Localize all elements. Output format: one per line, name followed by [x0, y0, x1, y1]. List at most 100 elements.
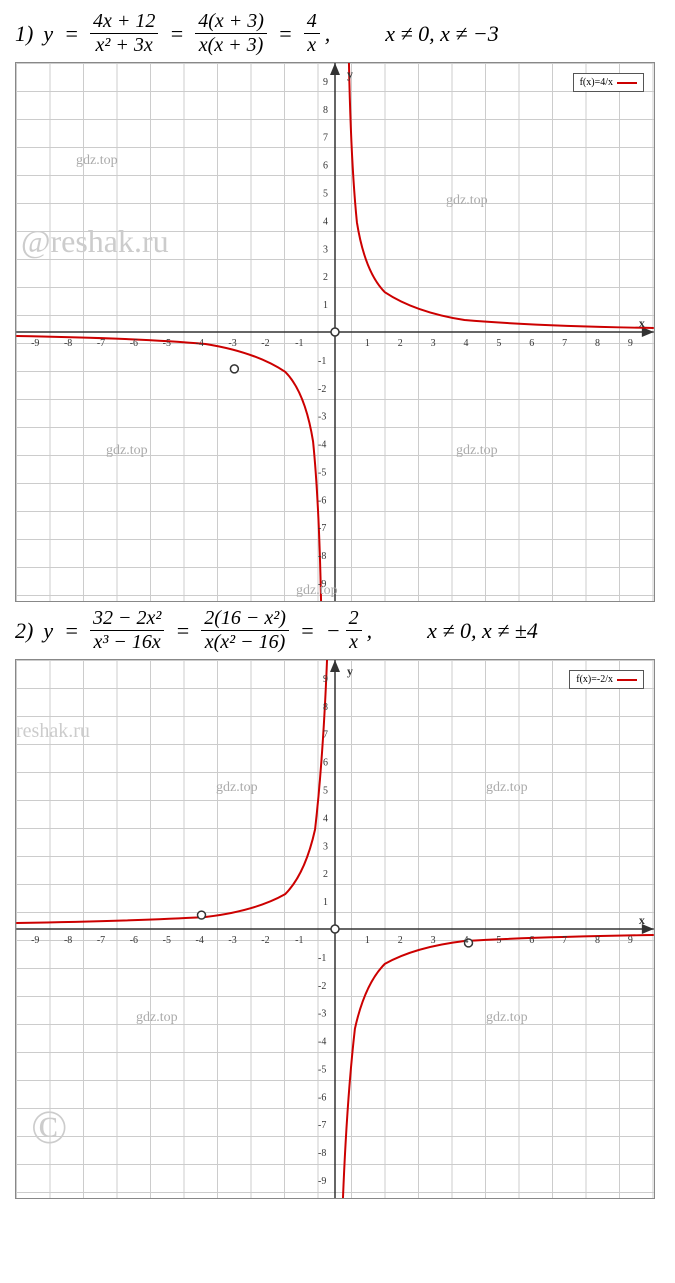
svg-text:-6: -6 — [130, 338, 138, 349]
legend-line-icon — [617, 679, 637, 681]
svg-text:6: 6 — [323, 758, 328, 769]
problem-number: 1) — [15, 21, 33, 47]
svg-text:-6: -6 — [318, 1092, 326, 1103]
problem-number: 2) — [15, 618, 33, 644]
svg-text:4: 4 — [464, 935, 469, 946]
svg-text:-3: -3 — [318, 1009, 326, 1020]
svg-text:9: 9 — [323, 77, 328, 88]
svg-text:-7: -7 — [318, 1120, 326, 1131]
svg-text:4: 4 — [323, 813, 328, 824]
svg-text:-9: -9 — [31, 935, 39, 946]
fraction-1: 4x + 12 x² + 3x — [90, 10, 158, 57]
svg-text:-5: -5 — [163, 935, 171, 946]
comma: , — [325, 21, 331, 47]
chart-1: 1 2 3 4 5 6 7 8 9 -1 -2 -3 -4 -5 -6 -7 -… — [15, 62, 655, 602]
fraction-3: 2 x — [346, 607, 362, 654]
chart-svg-1: 1 2 3 4 5 6 7 8 9 -1 -2 -3 -4 -5 -6 -7 -… — [16, 63, 654, 601]
equals-sign: = — [300, 618, 315, 644]
svg-text:-2: -2 — [318, 981, 326, 992]
svg-text:x: x — [639, 913, 645, 927]
equals-sign: = — [64, 618, 79, 644]
svg-text:-4: -4 — [196, 338, 204, 349]
lhs-y: y — [43, 618, 53, 644]
svg-text:-3: -3 — [228, 935, 236, 946]
domain-constraint: x ≠ 0, x ≠ ±4 — [427, 618, 538, 644]
fraction-3: 4 x — [304, 10, 320, 57]
svg-text:-7: -7 — [97, 935, 105, 946]
problem-1: 1) y = 4x + 12 x² + 3x = 4(x + 3) x(x + … — [15, 10, 660, 602]
svg-text:-8: -8 — [318, 551, 326, 562]
svg-text:7: 7 — [562, 935, 567, 946]
svg-text:9: 9 — [628, 338, 633, 349]
svg-text:-9: -9 — [318, 579, 326, 590]
fraction-2: 2(16 − x²) x(x² − 16) — [201, 607, 289, 654]
svg-text:8: 8 — [323, 702, 328, 713]
svg-text:-2: -2 — [318, 384, 326, 395]
svg-text:-9: -9 — [31, 338, 39, 349]
svg-text:3: 3 — [431, 935, 436, 946]
svg-text:x: x — [639, 316, 645, 330]
fraction-1: 32 − 2x² x³ − 16x — [90, 607, 164, 654]
domain-constraint: x ≠ 0, x ≠ −3 — [385, 21, 499, 47]
svg-text:5: 5 — [323, 786, 328, 797]
svg-text:4: 4 — [323, 216, 328, 227]
svg-text:6: 6 — [529, 338, 534, 349]
negative-sign: − — [326, 618, 341, 644]
svg-text:-6: -6 — [318, 495, 326, 506]
svg-text:-5: -5 — [318, 1064, 326, 1075]
equation-2: 2) y = 32 − 2x² x³ − 16x = 2(16 − x²) x(… — [15, 607, 660, 654]
svg-text:1: 1 — [323, 897, 328, 908]
svg-text:7: 7 — [562, 338, 567, 349]
svg-text:-1: -1 — [318, 953, 326, 964]
svg-text:-4: -4 — [318, 1037, 326, 1048]
svg-text:-6: -6 — [130, 935, 138, 946]
svg-text:-3: -3 — [318, 412, 326, 423]
svg-text:y: y — [347, 664, 353, 678]
svg-text:7: 7 — [323, 133, 328, 144]
svg-text:5: 5 — [496, 935, 501, 946]
svg-text:-3: -3 — [228, 338, 236, 349]
svg-text:3: 3 — [431, 338, 436, 349]
svg-text:-1: -1 — [295, 338, 303, 349]
svg-text:-4: -4 — [318, 440, 326, 451]
svg-text:3: 3 — [323, 841, 328, 852]
problem-2: 2) y = 32 − 2x² x³ − 16x = 2(16 − x²) x(… — [15, 607, 660, 1199]
svg-text:6: 6 — [323, 161, 328, 172]
svg-text:2: 2 — [323, 272, 328, 283]
svg-text:2: 2 — [323, 869, 328, 880]
svg-text:-1: -1 — [295, 935, 303, 946]
comma: , — [367, 618, 373, 644]
svg-text:1: 1 — [365, 338, 370, 349]
svg-text:7: 7 — [323, 730, 328, 741]
svg-text:-8: -8 — [64, 935, 72, 946]
svg-text:-7: -7 — [318, 523, 326, 534]
chart-legend-1: f(x)=4/x — [573, 73, 644, 92]
svg-text:-9: -9 — [318, 1176, 326, 1187]
legend-text: f(x)=4/x — [580, 77, 613, 88]
chart-legend-2: f(x)=-2/x — [569, 670, 644, 689]
svg-text:1: 1 — [323, 300, 328, 311]
svg-text:6: 6 — [529, 935, 534, 946]
chart-2: 1 2 3 4 5 6 7 8 9 -1 -2 -3 -4 -5 -6 -7 -… — [15, 659, 655, 1199]
svg-text:-1: -1 — [318, 356, 326, 367]
svg-text:2: 2 — [398, 935, 403, 946]
svg-text:-5: -5 — [163, 338, 171, 349]
svg-text:-4: -4 — [196, 935, 204, 946]
svg-text:-8: -8 — [64, 338, 72, 349]
legend-line-icon — [617, 82, 637, 84]
equals-sign: = — [175, 618, 190, 644]
svg-text:-7: -7 — [97, 338, 105, 349]
equals-sign: = — [169, 21, 184, 47]
svg-text:8: 8 — [595, 338, 600, 349]
svg-text:2: 2 — [398, 338, 403, 349]
fraction-2: 4(x + 3) x(x + 3) — [195, 10, 267, 57]
svg-text:y: y — [347, 67, 353, 81]
svg-text:-8: -8 — [318, 1148, 326, 1159]
equation-1: 1) y = 4x + 12 x² + 3x = 4(x + 3) x(x + … — [15, 10, 660, 57]
svg-text:-2: -2 — [261, 935, 269, 946]
svg-text:1: 1 — [365, 935, 370, 946]
svg-text:9: 9 — [323, 674, 328, 685]
svg-text:4: 4 — [464, 338, 469, 349]
lhs-y: y — [43, 21, 53, 47]
equals-sign: = — [64, 21, 79, 47]
